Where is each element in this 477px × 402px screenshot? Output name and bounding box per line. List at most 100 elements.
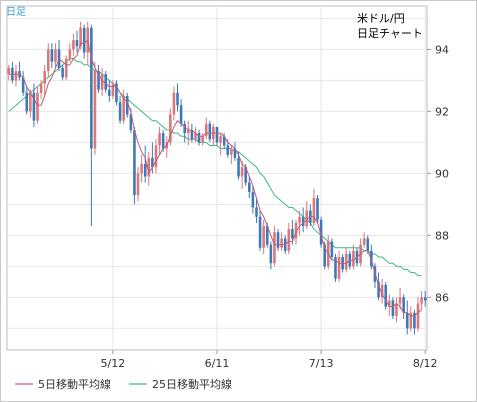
candle-body: [312, 198, 316, 223]
candle-body: [377, 281, 380, 298]
candle-body: [416, 303, 420, 329]
candle-body: [323, 244, 326, 267]
candle-body: [244, 167, 248, 183]
candle-body: [82, 27, 86, 53]
candle-body: [298, 216, 301, 223]
x-tick-label: 7/13: [309, 357, 334, 370]
candle-body: [384, 284, 388, 307]
candle-body: [75, 40, 79, 47]
candle-body: [25, 92, 29, 112]
candle-body: [169, 114, 172, 143]
candle-body: [273, 232, 276, 264]
ma5-series: [8, 39, 422, 317]
timeframe-label: 日足: [6, 6, 26, 18]
candle-body: [194, 133, 197, 140]
candle-body: [258, 216, 262, 248]
candle-body: [405, 312, 409, 329]
candle-body: [140, 164, 143, 174]
candle-body: [197, 133, 201, 143]
candle-body: [108, 89, 111, 96]
candle-body: [7, 67, 11, 75]
candle-body: [90, 27, 93, 149]
chart-subtitle: 日足チャート: [357, 27, 423, 40]
candle-body: [61, 67, 64, 78]
legend: 5日移動平均線 25日移動平均線: [15, 377, 232, 391]
candle-body: [32, 92, 36, 121]
candle-body: [219, 136, 222, 143]
candle-body: [176, 92, 179, 106]
x-tick-label: 8/12: [413, 357, 438, 370]
candle-body: [388, 300, 391, 307]
y-tick-label: 92: [435, 105, 449, 118]
candle-body: [133, 129, 136, 196]
candle-body: [265, 226, 269, 245]
candle-body: [305, 210, 309, 227]
candle-body: [43, 71, 46, 84]
candle-body: [183, 123, 186, 134]
candle-body: [100, 74, 104, 90]
candle-body: [93, 71, 97, 149]
candle-body: [39, 83, 43, 93]
candle-body: [79, 27, 82, 47]
candle-body: [54, 49, 57, 62]
candle-body: [147, 157, 151, 177]
candle-body: [111, 83, 115, 96]
candle-body: [129, 114, 133, 130]
candle-body: [423, 297, 427, 301]
y-tick-label: 90: [435, 167, 449, 180]
candle-body: [115, 83, 118, 103]
candle-body: [255, 207, 258, 217]
candle-body: [240, 167, 244, 177]
candle-body: [125, 95, 129, 115]
candle-body: [248, 182, 251, 192]
candle-body: [179, 105, 183, 124]
x-tick-label: 5/12: [101, 357, 126, 370]
legend-item-ma5: 5日移動平均線: [38, 377, 111, 391]
candle-body: [215, 126, 219, 143]
candle-body: [398, 297, 402, 304]
y-axis: 86 88 90 92 94: [427, 43, 449, 304]
candle-body: [366, 238, 370, 251]
candle-body: [413, 312, 416, 329]
candle-body: [222, 136, 226, 146]
candle-body: [233, 148, 237, 158]
y-tick-label: 86: [435, 291, 449, 304]
ma25-series: [8, 58, 422, 277]
candle-body: [68, 49, 72, 59]
chart-title: 米ドル/円: [357, 12, 405, 25]
candle-body: [269, 244, 273, 264]
candle-body: [251, 191, 255, 208]
candle-body: [237, 157, 240, 177]
candle-body: [319, 219, 323, 245]
x-axis: 5/12 6/11 7/13 8/12: [101, 350, 438, 370]
candle-body: [391, 300, 395, 316]
y-tick-label: 94: [435, 43, 449, 56]
candle-body: [143, 164, 147, 177]
candle-body: [262, 226, 265, 248]
candle-body: [409, 312, 413, 329]
candle-body: [362, 238, 366, 245]
candle-body: [352, 250, 355, 267]
candle-body: [64, 58, 68, 78]
candle-body: [204, 123, 208, 137]
candle-body: [201, 136, 204, 143]
candle-body: [136, 173, 140, 196]
candle-body: [276, 232, 280, 248]
candle-body: [334, 257, 337, 279]
candle-body: [36, 92, 39, 121]
candle-body: [46, 49, 50, 72]
candle-body: [186, 129, 190, 134]
ma25-line: [8, 58, 422, 277]
candle-body: [291, 229, 294, 239]
candle-body: [226, 145, 230, 155]
candle-body: [151, 157, 154, 168]
y-tick-label: 88: [435, 229, 449, 242]
legend-item-ma25: 25日移動平均線: [152, 377, 232, 391]
candle-body: [50, 49, 54, 62]
candle-body: [316, 198, 319, 220]
candle-body: [172, 92, 176, 115]
candle-body: [72, 40, 75, 50]
candle-body: [118, 102, 122, 121]
